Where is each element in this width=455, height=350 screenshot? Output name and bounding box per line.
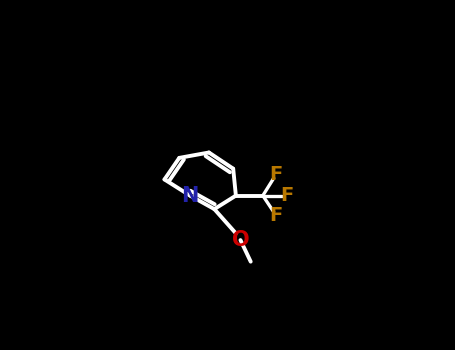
Text: F: F [280, 186, 294, 205]
Text: N: N [182, 186, 199, 205]
Text: F: F [270, 206, 283, 225]
Text: F: F [270, 164, 283, 183]
Text: O: O [232, 230, 249, 250]
